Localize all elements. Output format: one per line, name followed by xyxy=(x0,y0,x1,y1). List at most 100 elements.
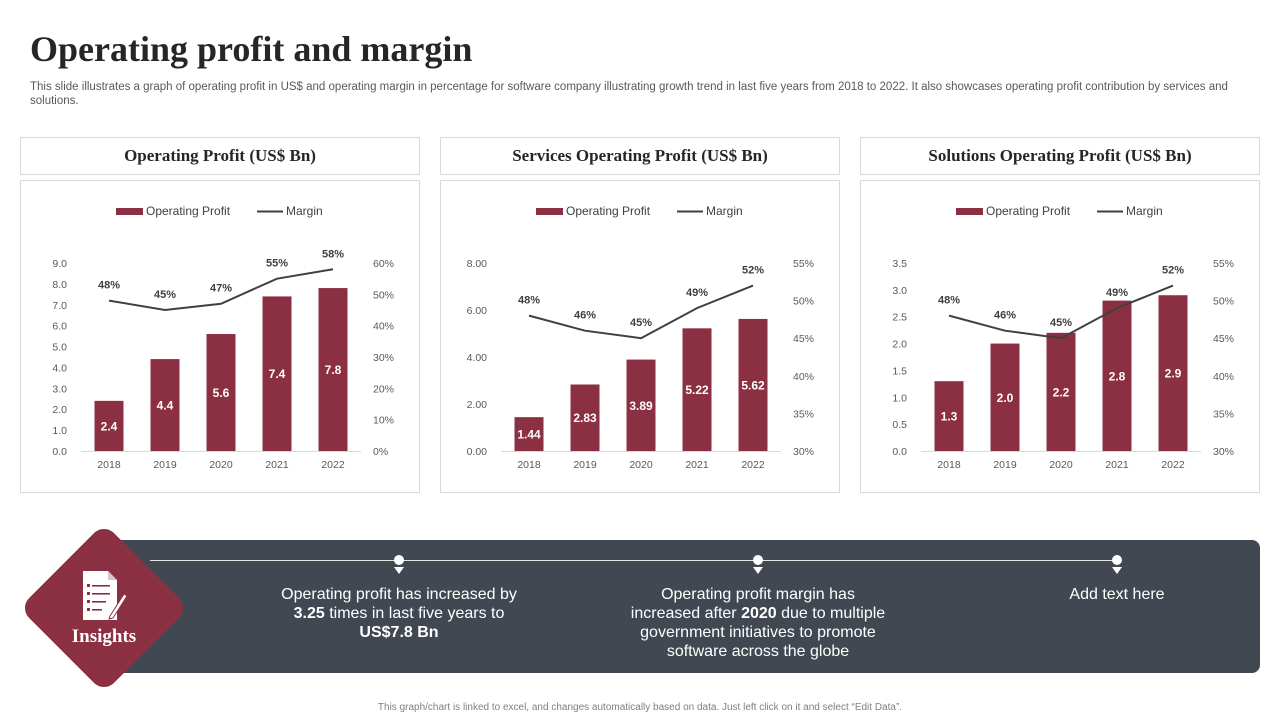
legend-swatch-bar xyxy=(116,208,143,215)
y2-tick-label: 30% xyxy=(1213,446,1234,458)
y2-tick-label: 35% xyxy=(1213,408,1234,420)
chart-title-services: Services Operating Profit (US$ Bn) xyxy=(440,137,840,175)
legend-label-line: Margin xyxy=(706,204,743,218)
y-tick-label: 0.0 xyxy=(52,446,67,458)
y2-tick-label: 35% xyxy=(793,408,814,420)
y-tick-label: 1.0 xyxy=(892,392,907,404)
y2-tick-label: 55% xyxy=(793,258,814,270)
bar xyxy=(738,318,768,451)
timeline-line xyxy=(150,560,1118,561)
bar xyxy=(514,417,544,451)
x-tick-label: 2022 xyxy=(1161,459,1185,471)
bar-value-label: 2.8 xyxy=(1109,369,1126,383)
bar-value-label: 4.4 xyxy=(157,399,174,413)
y-tick-label: 0.5 xyxy=(892,419,907,431)
insight-text-2: Operating profit margin has increased af… xyxy=(630,586,886,660)
bar-value-label: 1.44 xyxy=(517,428,541,442)
insights-banner xyxy=(105,540,1260,673)
chart-title-operating-profit: Operating Profit (US$ Bn) xyxy=(20,137,420,175)
timeline-arrow xyxy=(394,567,404,574)
insight-text-1: Operating profit has increased by 3.25 t… xyxy=(281,586,517,641)
y-tick-label: 5.0 xyxy=(52,342,67,354)
x-tick-label: 2020 xyxy=(629,459,653,471)
margin-value-label: 52% xyxy=(1162,265,1184,277)
y-tick-label: 9.0 xyxy=(52,258,67,270)
bar-value-label: 2.0 xyxy=(997,391,1014,405)
bar-value-label: 3.89 xyxy=(629,399,653,413)
y-tick-label: 0.0 xyxy=(892,446,907,458)
y2-tick-label: 45% xyxy=(1213,333,1234,345)
y2-tick-label: 40% xyxy=(373,321,394,333)
bar-value-label: 7.8 xyxy=(325,363,342,377)
legend-swatch-bar xyxy=(536,208,563,215)
margin-value-label: 45% xyxy=(154,289,176,301)
bar xyxy=(570,384,600,451)
legend-label-bar: Operating Profit xyxy=(146,204,231,218)
y2-tick-label: 0% xyxy=(373,446,388,458)
y-tick-label: 7.0 xyxy=(52,300,67,312)
y-tick-label: 2.5 xyxy=(892,312,907,324)
bar xyxy=(318,288,348,451)
footer-note: This graph/chart is linked to excel, and… xyxy=(377,702,903,713)
chart-operating-profit[interactable]: Operating Profit Margin 0.0 1.0 2.0 3.0 4.0 5.0… xyxy=(20,180,420,493)
chart-svg-services[interactable]: Operating Profit Margin 0.00 2.00 4.00 6.00 8.… xyxy=(441,181,839,492)
chart-svg-operating-profit[interactable]: Operating Profit Margin 0.0 1.0 2.0 3.0 4.0 5.0… xyxy=(21,181,419,492)
bar-value-label: 5.6 xyxy=(213,386,230,400)
y-tick-label: 8.0 xyxy=(52,279,67,291)
y2-tick-label: 30% xyxy=(793,446,814,458)
y2-tick-label: 50% xyxy=(793,296,814,308)
margin-value-label: 46% xyxy=(994,310,1016,322)
y-tick-label: 6.00 xyxy=(467,305,488,317)
page-subtitle: This slide illustrates a graph of operat… xyxy=(30,81,1228,107)
bar xyxy=(626,359,656,451)
bar-value-label: 2.2 xyxy=(1053,385,1070,399)
x-tick-label: 2018 xyxy=(937,459,961,471)
bar xyxy=(682,328,712,451)
y-tick-label: 2.00 xyxy=(467,399,488,411)
bar-value-label: 2.4 xyxy=(101,419,118,433)
chart-solutions[interactable]: Operating Profit Margin 0.0 0.5 1.0 1.5 2.0 2.5… xyxy=(860,180,1260,493)
legend-swatch-bar xyxy=(956,208,983,215)
x-tick-label: 2019 xyxy=(993,459,1017,471)
y2-tick-label: 20% xyxy=(373,383,394,395)
legend-label-line: Margin xyxy=(1126,204,1163,218)
margin-value-label: 47% xyxy=(210,283,232,295)
margin-value-label: 48% xyxy=(98,280,120,292)
chart-svg-solutions[interactable]: Operating Profit Margin 0.0 0.5 1.0 1.5 2.0 2.5… xyxy=(861,181,1259,492)
y-tick-label: 3.5 xyxy=(892,258,907,270)
margin-value-label: 48% xyxy=(518,295,540,307)
margin-line xyxy=(948,284,1174,340)
y-tick-label: 1.5 xyxy=(892,365,907,377)
timeline-dot xyxy=(1112,555,1122,565)
x-tick-label: 2020 xyxy=(1049,459,1073,471)
x-tick-label: 2018 xyxy=(97,459,121,471)
bar xyxy=(990,343,1020,451)
y-tick-label: 0.00 xyxy=(467,446,488,458)
x-tick-label: 2019 xyxy=(573,459,597,471)
x-tick-label: 2019 xyxy=(153,459,177,471)
bar-value-label: 2.9 xyxy=(1165,367,1182,381)
x-tick-label: 2021 xyxy=(265,459,289,471)
y2-tick-label: 55% xyxy=(1213,258,1234,270)
margin-value-label: 49% xyxy=(686,287,708,299)
y-tick-label: 3.0 xyxy=(52,383,67,395)
timeline-arrow xyxy=(753,567,763,574)
x-tick-label: 2018 xyxy=(517,459,541,471)
timeline-dot xyxy=(394,555,404,565)
margin-value-label: 48% xyxy=(938,295,960,307)
y2-tick-label: 30% xyxy=(373,352,394,364)
page-title: Operating profit and margin xyxy=(30,29,473,69)
bar-value-label: 7.4 xyxy=(269,367,286,381)
y-tick-label: 1.0 xyxy=(52,425,67,437)
bar xyxy=(1158,295,1188,451)
bar-value-label: 5.22 xyxy=(685,383,709,397)
bar xyxy=(206,334,236,451)
insight-text-3: Add text here xyxy=(1069,586,1165,603)
y-tick-label: 4.00 xyxy=(467,352,488,364)
chart-services[interactable]: Operating Profit Margin 0.00 2.00 4.00 6.00 8.… xyxy=(440,180,840,493)
y-tick-label: 2.0 xyxy=(892,339,907,351)
margin-value-label: 49% xyxy=(1106,287,1128,299)
bar-value-label: 5.62 xyxy=(741,378,765,392)
timeline-dot xyxy=(753,555,763,565)
y2-tick-label: 40% xyxy=(793,371,814,383)
